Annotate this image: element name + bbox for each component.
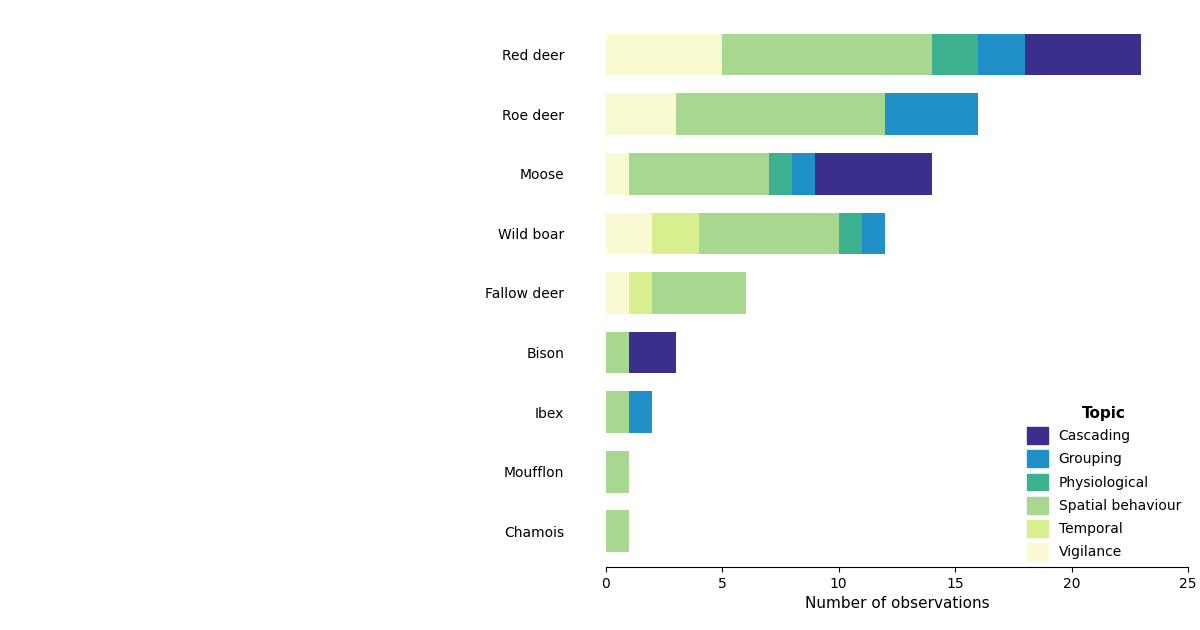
Bar	[606, 93, 676, 135]
Bar	[722, 34, 932, 76]
Bar	[653, 212, 698, 255]
Bar	[886, 93, 978, 135]
X-axis label: Number of observations: Number of observations	[804, 596, 989, 611]
Bar	[978, 34, 1025, 76]
Bar	[606, 510, 629, 552]
Bar	[1025, 34, 1141, 76]
Bar	[606, 153, 629, 195]
Bar	[769, 153, 792, 195]
Legend: Cascading, Grouping, Physiological, Spatial behaviour, Temporal, Vigilance: Cascading, Grouping, Physiological, Spat…	[1027, 406, 1181, 560]
Bar	[839, 212, 862, 255]
Bar	[606, 212, 653, 255]
Bar	[606, 331, 629, 374]
Bar	[629, 391, 653, 433]
Bar	[606, 272, 629, 314]
Bar	[606, 34, 722, 76]
Bar	[606, 451, 629, 493]
Bar	[629, 331, 676, 374]
Bar	[862, 212, 886, 255]
Bar	[629, 153, 769, 195]
Bar	[698, 212, 839, 255]
Bar	[653, 272, 745, 314]
Bar	[629, 272, 653, 314]
Bar	[816, 153, 932, 195]
Bar	[792, 153, 816, 195]
Bar	[932, 34, 978, 76]
Bar	[676, 93, 886, 135]
Bar	[606, 391, 629, 433]
